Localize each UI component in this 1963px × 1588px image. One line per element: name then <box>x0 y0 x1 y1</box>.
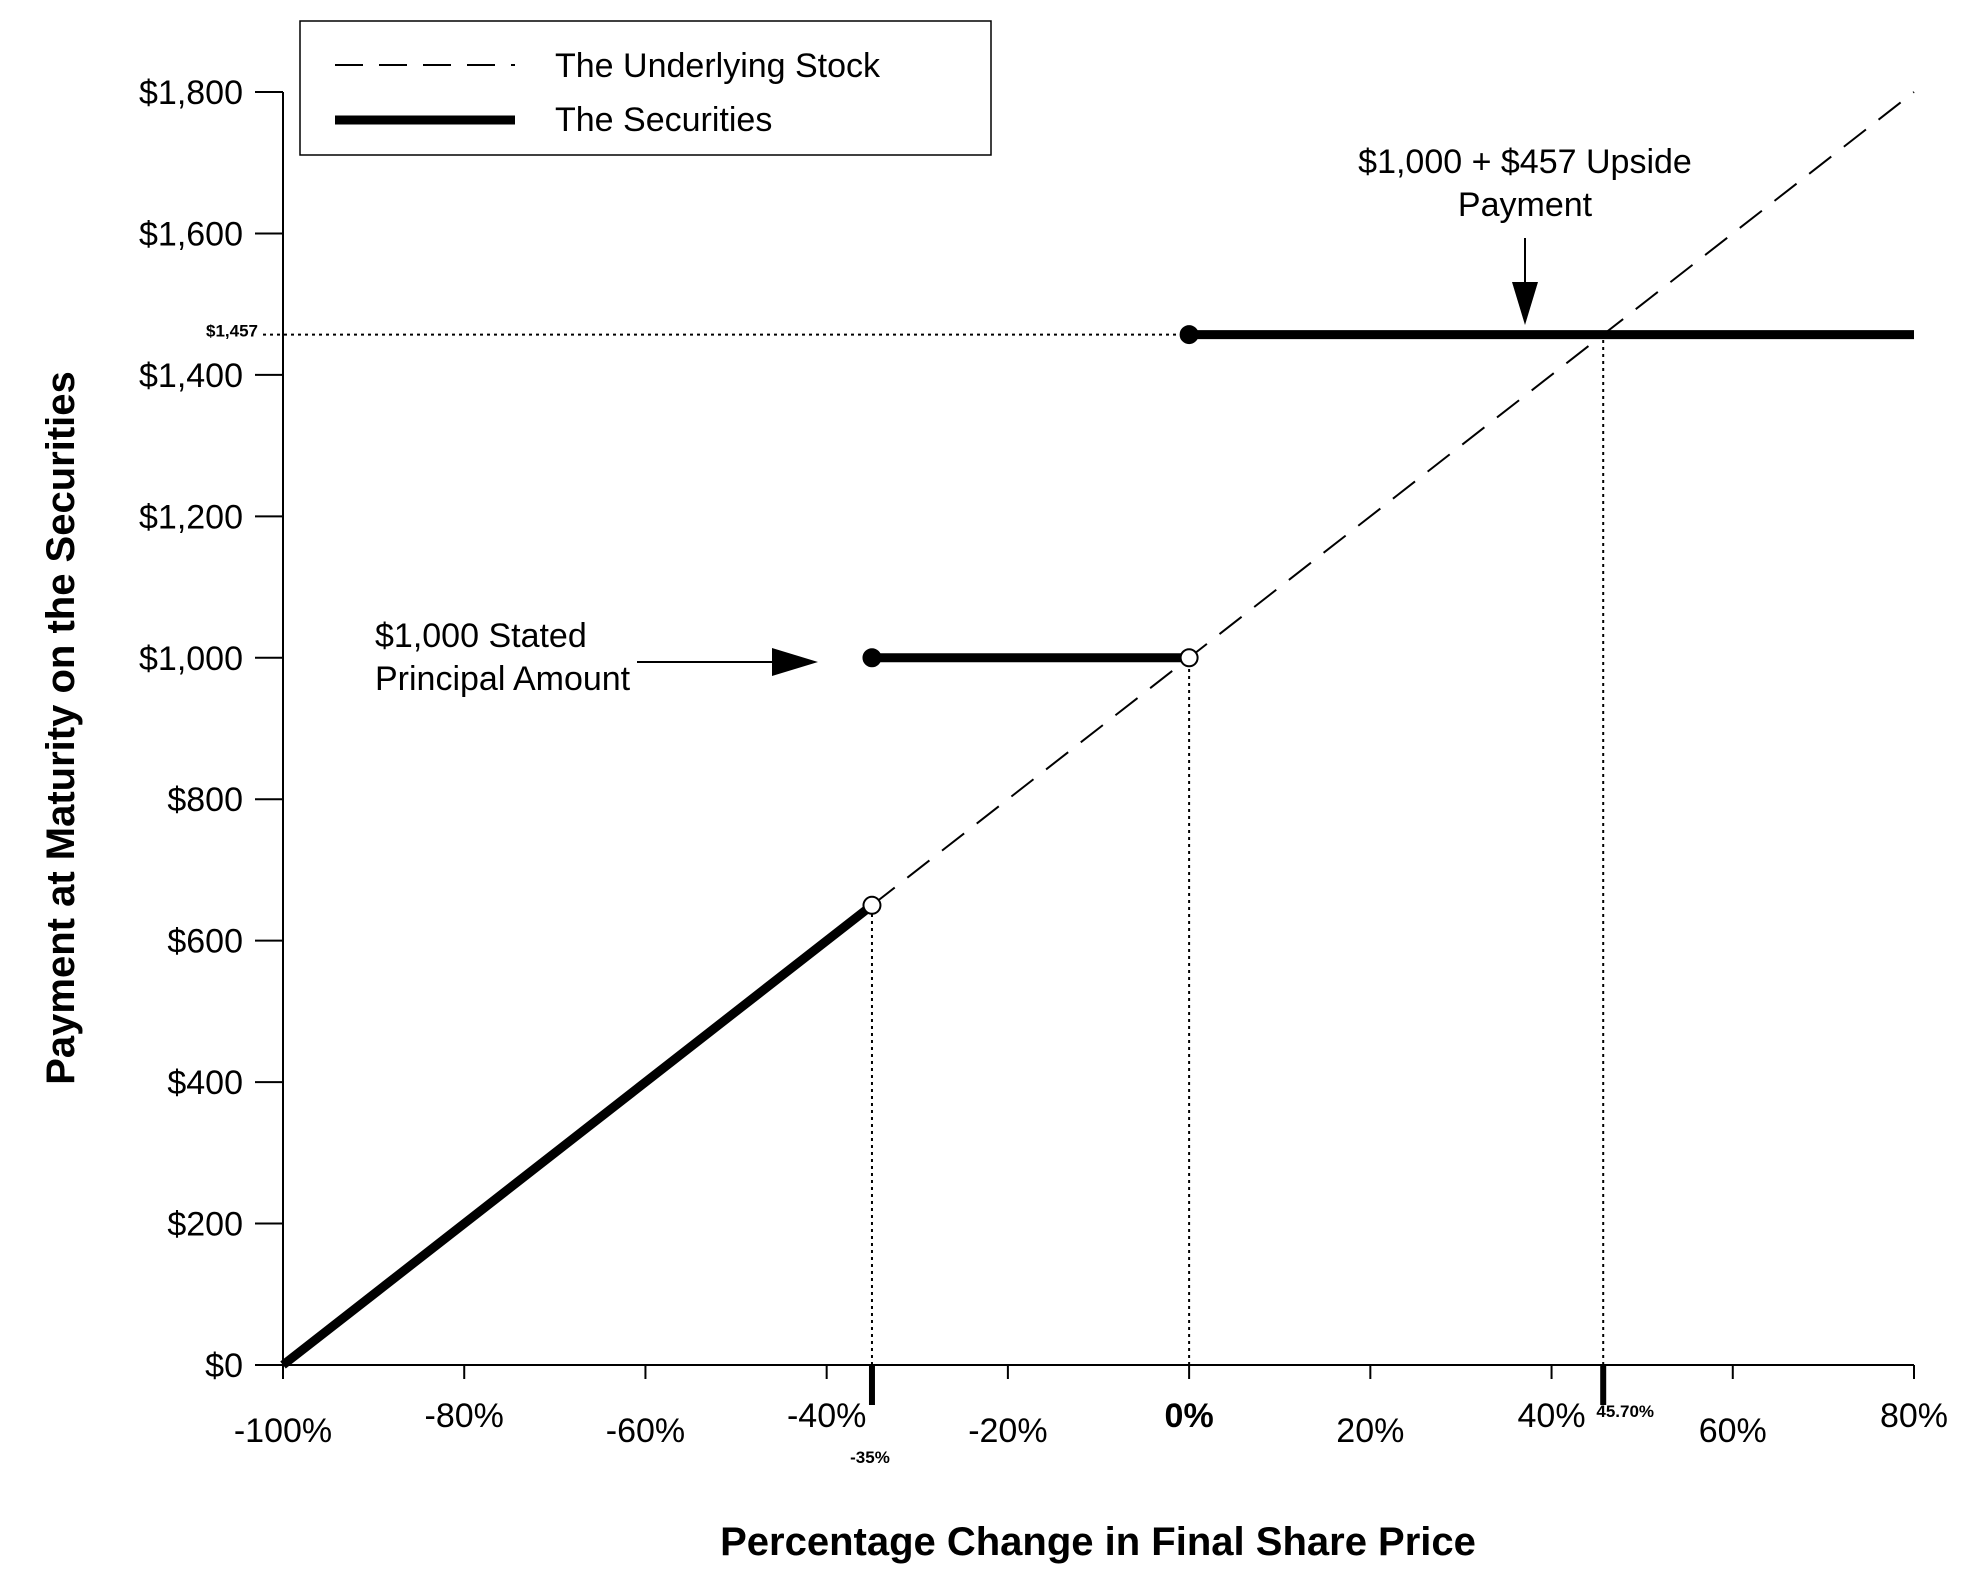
x-extra-tick-label: 45.70% <box>1596 1402 1654 1421</box>
y-extra-tick-label: $1,457 <box>206 322 258 341</box>
series-layer <box>280 91 1915 1369</box>
annotation-principal-line1: $1,000 Stated <box>375 617 587 655</box>
annotation-upside-line2: Payment <box>1458 186 1593 224</box>
underlying-stock-line <box>282 91 1915 1366</box>
securities-point-open <box>862 895 882 915</box>
y-tick-label: $600 <box>167 923 243 961</box>
annotation-principal-arrowhead <box>772 648 818 676</box>
axes <box>282 92 1914 1366</box>
annotation-upside-arrowhead <box>1512 282 1538 325</box>
markers <box>862 325 1199 915</box>
y-tick-label: $1,200 <box>139 498 243 536</box>
x-tick-label: -20% <box>968 1412 1047 1450</box>
securities-segment <box>280 901 875 1369</box>
y-tick-label: $800 <box>167 781 243 819</box>
legend: The Underlying Stock The Securities <box>299 20 992 156</box>
x-tick-label: 0% <box>1165 1397 1214 1435</box>
securities-point-filled <box>1179 325 1199 345</box>
annotations: $1,000 Stated Principal Amount $1,000 + $4… <box>375 143 1692 698</box>
x-axis-title: Percentage Change in Final Share Price <box>720 1520 1476 1564</box>
securities-point-filled <box>862 648 882 668</box>
x-tick-label: -80% <box>425 1397 504 1435</box>
legend-box <box>299 20 992 156</box>
annotation-upside-line1: $1,000 + $457 Upside <box>1358 143 1692 181</box>
legend-label-underlying-stock: The Underlying Stock <box>555 47 881 85</box>
legend-label-securities: The Securities <box>555 101 772 139</box>
x-tick-label: 60% <box>1699 1412 1767 1450</box>
reference-lines <box>263 333 1605 1365</box>
x-tick-label: 80% <box>1880 1397 1948 1435</box>
annotation-principal-line2: Principal Amount <box>375 660 631 698</box>
y-tick-label: $1,000 <box>139 640 243 678</box>
x-tick-label: -40% <box>787 1397 866 1435</box>
x-tick-label: -100% <box>234 1412 332 1450</box>
securities-point-open <box>1179 648 1199 668</box>
y-axis-title: Payment at Maturity on the Securities <box>39 371 83 1085</box>
x-tick-label: 20% <box>1336 1412 1404 1450</box>
x-tick-label: 40% <box>1518 1397 1586 1435</box>
y-tick-label: $0 <box>205 1347 243 1385</box>
ticks: $0 $200 $400 $600 $800 $1,000 $1,200 $1,400 $1,6… <box>139 74 1948 1467</box>
y-tick-label: $1,600 <box>139 215 243 253</box>
x-extra-tick-label: -35% <box>850 1448 890 1467</box>
y-tick-label: $400 <box>167 1064 243 1102</box>
y-tick-label: $200 <box>167 1206 243 1244</box>
y-tick-label: $1,400 <box>139 357 243 395</box>
y-tick-label: $1,800 <box>139 74 243 112</box>
x-tick-label: -60% <box>606 1412 685 1450</box>
